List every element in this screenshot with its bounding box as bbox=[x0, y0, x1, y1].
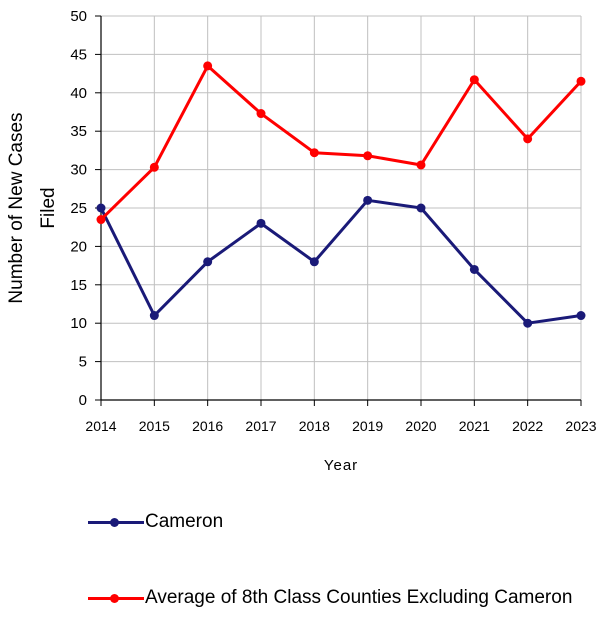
x-tick-label: 2015 bbox=[139, 418, 170, 434]
x-tick-label: 2018 bbox=[299, 418, 330, 434]
y-axis-label-continued: Filed bbox=[38, 187, 59, 228]
series-line-1 bbox=[99, 64, 583, 221]
x-tick-label: 2021 bbox=[459, 418, 490, 434]
data-point-1 bbox=[523, 134, 533, 144]
data-point-0 bbox=[256, 218, 266, 228]
y-tick-labels: 0 5 10 15 20 25 30 35 40 45 50 bbox=[70, 8, 87, 409]
grid-lines bbox=[101, 15, 582, 400]
y-tick-label: 35 bbox=[70, 123, 87, 140]
data-point-1 bbox=[416, 160, 426, 170]
x-tick-labels: 2014 2015 2016 2017 2018 2019 2020 2021 2022 2023 bbox=[85, 418, 596, 434]
x-tick-label: 2023 bbox=[565, 418, 596, 434]
data-point-0 bbox=[203, 257, 213, 267]
data-point-0 bbox=[309, 257, 319, 267]
y-tick-label: 50 bbox=[70, 8, 87, 25]
y-tick-label: 15 bbox=[70, 277, 87, 294]
y-tick-label: 25 bbox=[70, 200, 87, 217]
y-tick-label: 45 bbox=[70, 46, 87, 63]
data-point-1 bbox=[203, 61, 213, 71]
y-tick-label: 10 bbox=[70, 315, 87, 332]
x-tick-label: 2022 bbox=[512, 418, 543, 434]
x-tick-label: 2017 bbox=[245, 418, 276, 434]
data-point-1 bbox=[576, 76, 586, 86]
y-axis-label: Number of New Cases bbox=[6, 112, 27, 303]
legend-marker bbox=[110, 594, 119, 603]
y-tick-label: 5 bbox=[79, 354, 87, 371]
data-point-1 bbox=[363, 151, 373, 161]
data-point-0 bbox=[96, 203, 106, 213]
data-point-0 bbox=[149, 311, 159, 321]
x-tick-label: 2020 bbox=[405, 418, 436, 434]
series-line-0 bbox=[99, 198, 582, 325]
legend-marker bbox=[110, 518, 119, 527]
series-lines bbox=[96, 61, 586, 328]
data-point-1 bbox=[256, 109, 266, 119]
data-point-1 bbox=[309, 148, 319, 158]
data-point-1 bbox=[149, 162, 159, 172]
x-tick-label: 2014 bbox=[85, 418, 116, 434]
y-tick-label: 0 bbox=[79, 392, 87, 409]
legend-label: Cameron bbox=[145, 511, 224, 532]
data-point-0 bbox=[523, 318, 533, 328]
y-tick-label: 40 bbox=[70, 85, 87, 102]
legend-label: Average of 8th Class Counties Excluding … bbox=[145, 587, 573, 608]
x-tick-label: 2019 bbox=[352, 418, 383, 434]
x-tick-label: 2016 bbox=[192, 418, 223, 434]
data-point-0 bbox=[416, 203, 426, 213]
data-point-1 bbox=[96, 215, 106, 225]
data-point-0 bbox=[469, 264, 479, 274]
data-point-1 bbox=[469, 75, 479, 85]
x-axis-label: Year bbox=[324, 457, 358, 474]
axes bbox=[95, 15, 582, 406]
y-tick-label: 20 bbox=[70, 238, 87, 255]
data-point-0 bbox=[363, 195, 373, 205]
y-tick-label: 30 bbox=[70, 162, 87, 179]
data-point-0 bbox=[576, 311, 586, 321]
